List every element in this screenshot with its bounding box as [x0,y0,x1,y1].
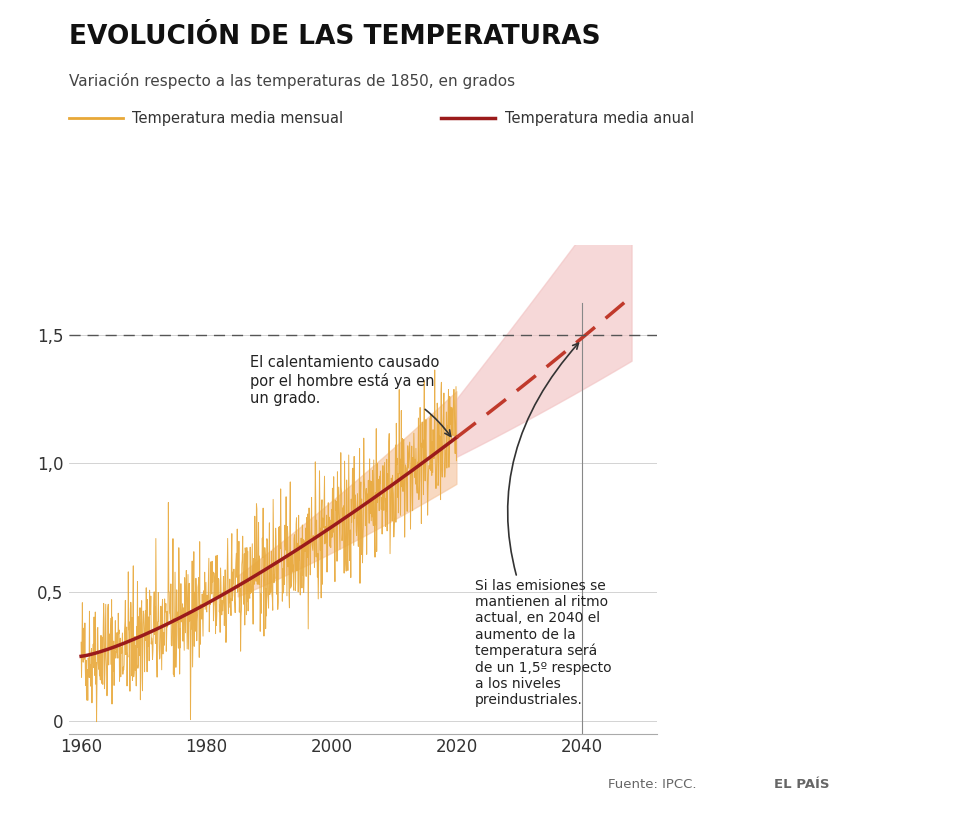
Text: Fuente: IPCC.: Fuente: IPCC. [608,778,696,791]
Text: EL PAÍS: EL PAÍS [774,778,830,791]
Text: Temperatura media anual: Temperatura media anual [505,111,694,126]
Text: Temperatura media mensual: Temperatura media mensual [132,111,343,126]
Text: Si las emisiones se
mantienen al ritmo
actual, en 2040 el
aumento de la
temperat: Si las emisiones se mantienen al ritmo a… [475,343,612,707]
Text: EVOLUCIÓN DE LAS TEMPERATURAS: EVOLUCIÓN DE LAS TEMPERATURAS [69,24,600,51]
Text: Variación respecto a las temperaturas de 1850, en grados: Variación respecto a las temperaturas de… [69,73,514,90]
Text: El calentamiento causado
por el hombre está ya en
un grado.: El calentamiento causado por el hombre e… [250,355,451,436]
